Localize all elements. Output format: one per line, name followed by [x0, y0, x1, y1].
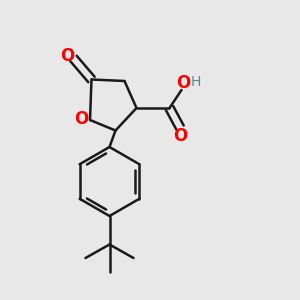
Text: H: H	[191, 76, 201, 89]
Text: O: O	[60, 47, 75, 65]
Text: O: O	[176, 74, 190, 92]
Text: O: O	[74, 110, 89, 128]
Text: O: O	[173, 127, 188, 145]
